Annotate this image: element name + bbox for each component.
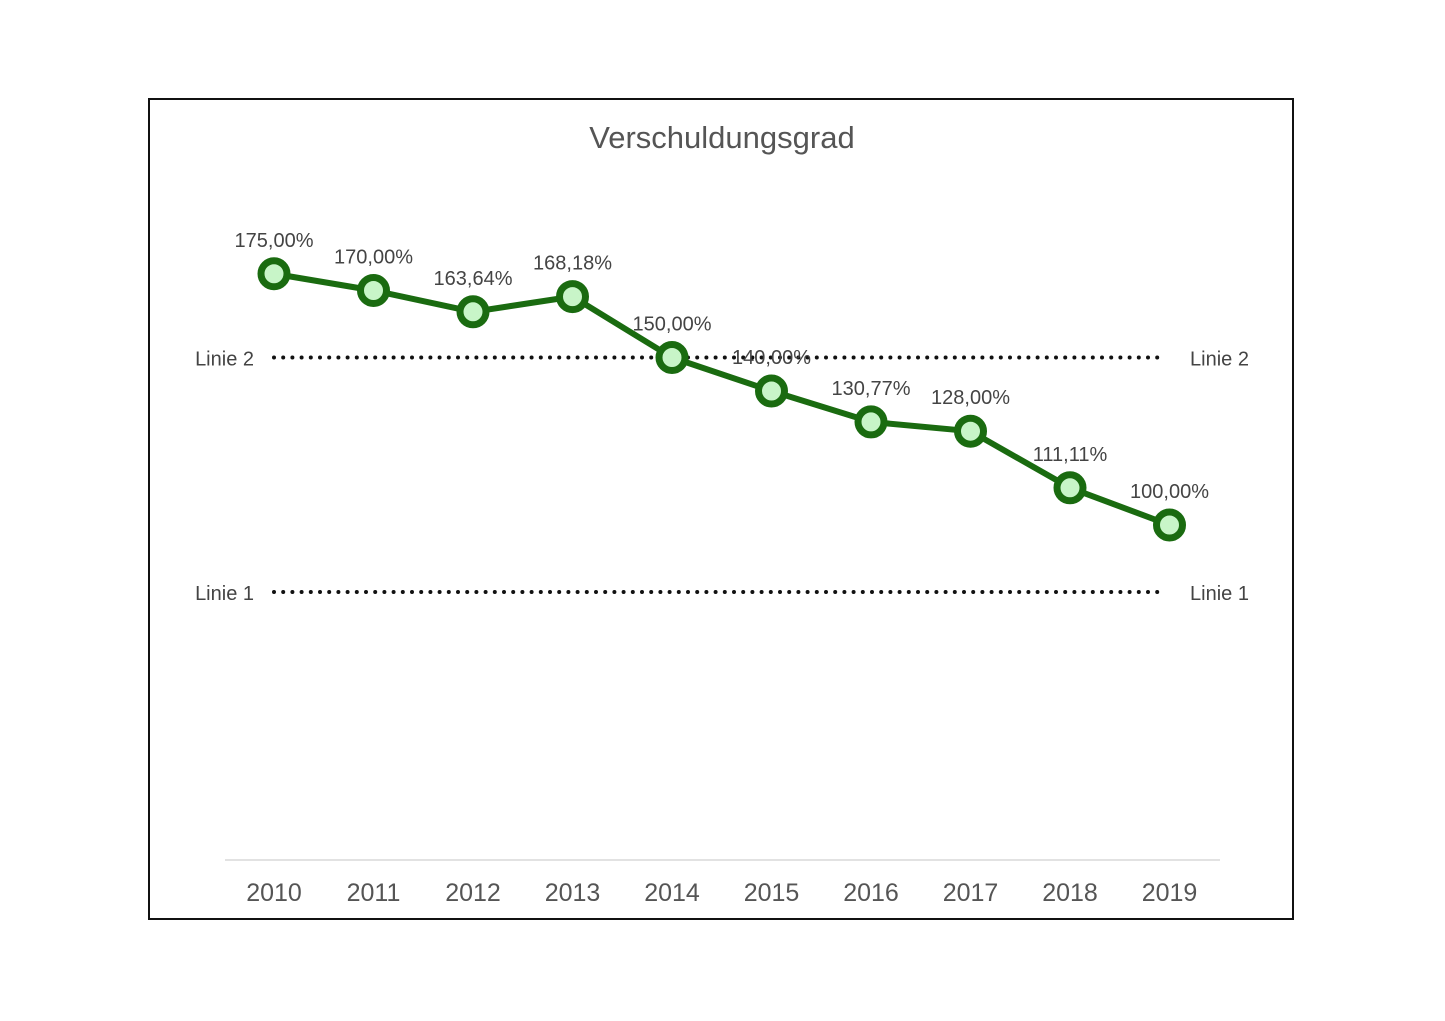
data-point: [954, 414, 987, 448]
chart-frame: [148, 98, 1294, 920]
data-point: [257, 257, 291, 291]
x-tick-label: 2018: [1042, 879, 1098, 907]
x-tick-label: 2015: [744, 879, 800, 907]
reference-line-label-right: Linie 2: [1190, 349, 1249, 371]
reference-line-label-left: Linie 2: [195, 349, 254, 371]
x-tick-label: 2010: [246, 879, 302, 907]
x-tick-label: 2014: [644, 879, 700, 907]
data-label: 128,00%: [931, 387, 1010, 409]
reference-line-label-right: Linie 1: [1190, 583, 1249, 605]
x-tick-label: 2016: [843, 879, 899, 907]
data-label: 163,64%: [434, 268, 513, 290]
data-label: 140,00%: [732, 347, 811, 369]
data-label: 100,00%: [1130, 481, 1209, 503]
data-label: 130,77%: [832, 378, 911, 400]
chart-title: Verschuldungsgrad: [589, 120, 854, 155]
data-label: 111,11%: [1033, 444, 1108, 466]
data-label: 150,00%: [633, 314, 712, 336]
series-line: [273, 270, 1171, 528]
data-point: [456, 295, 490, 329]
data-label: 175,00%: [235, 230, 314, 252]
data-point: [357, 274, 390, 307]
x-tick-label: 2017: [943, 879, 999, 907]
x-tick-label: 2012: [445, 879, 501, 907]
data-point: [1053, 471, 1087, 505]
x-tick-label: 2011: [347, 879, 401, 907]
x-tick-label: 2013: [545, 879, 601, 907]
data-point: [1153, 508, 1186, 542]
data-point: [755, 374, 788, 408]
data-point: [655, 341, 689, 374]
reference-line-label-left: Linie 1: [195, 583, 254, 605]
data-point: [854, 405, 888, 439]
data-label: 168,18%: [533, 253, 612, 275]
x-tick-label: 2019: [1142, 879, 1198, 907]
data-point: [556, 280, 589, 314]
data-label: 170,00%: [334, 247, 413, 269]
